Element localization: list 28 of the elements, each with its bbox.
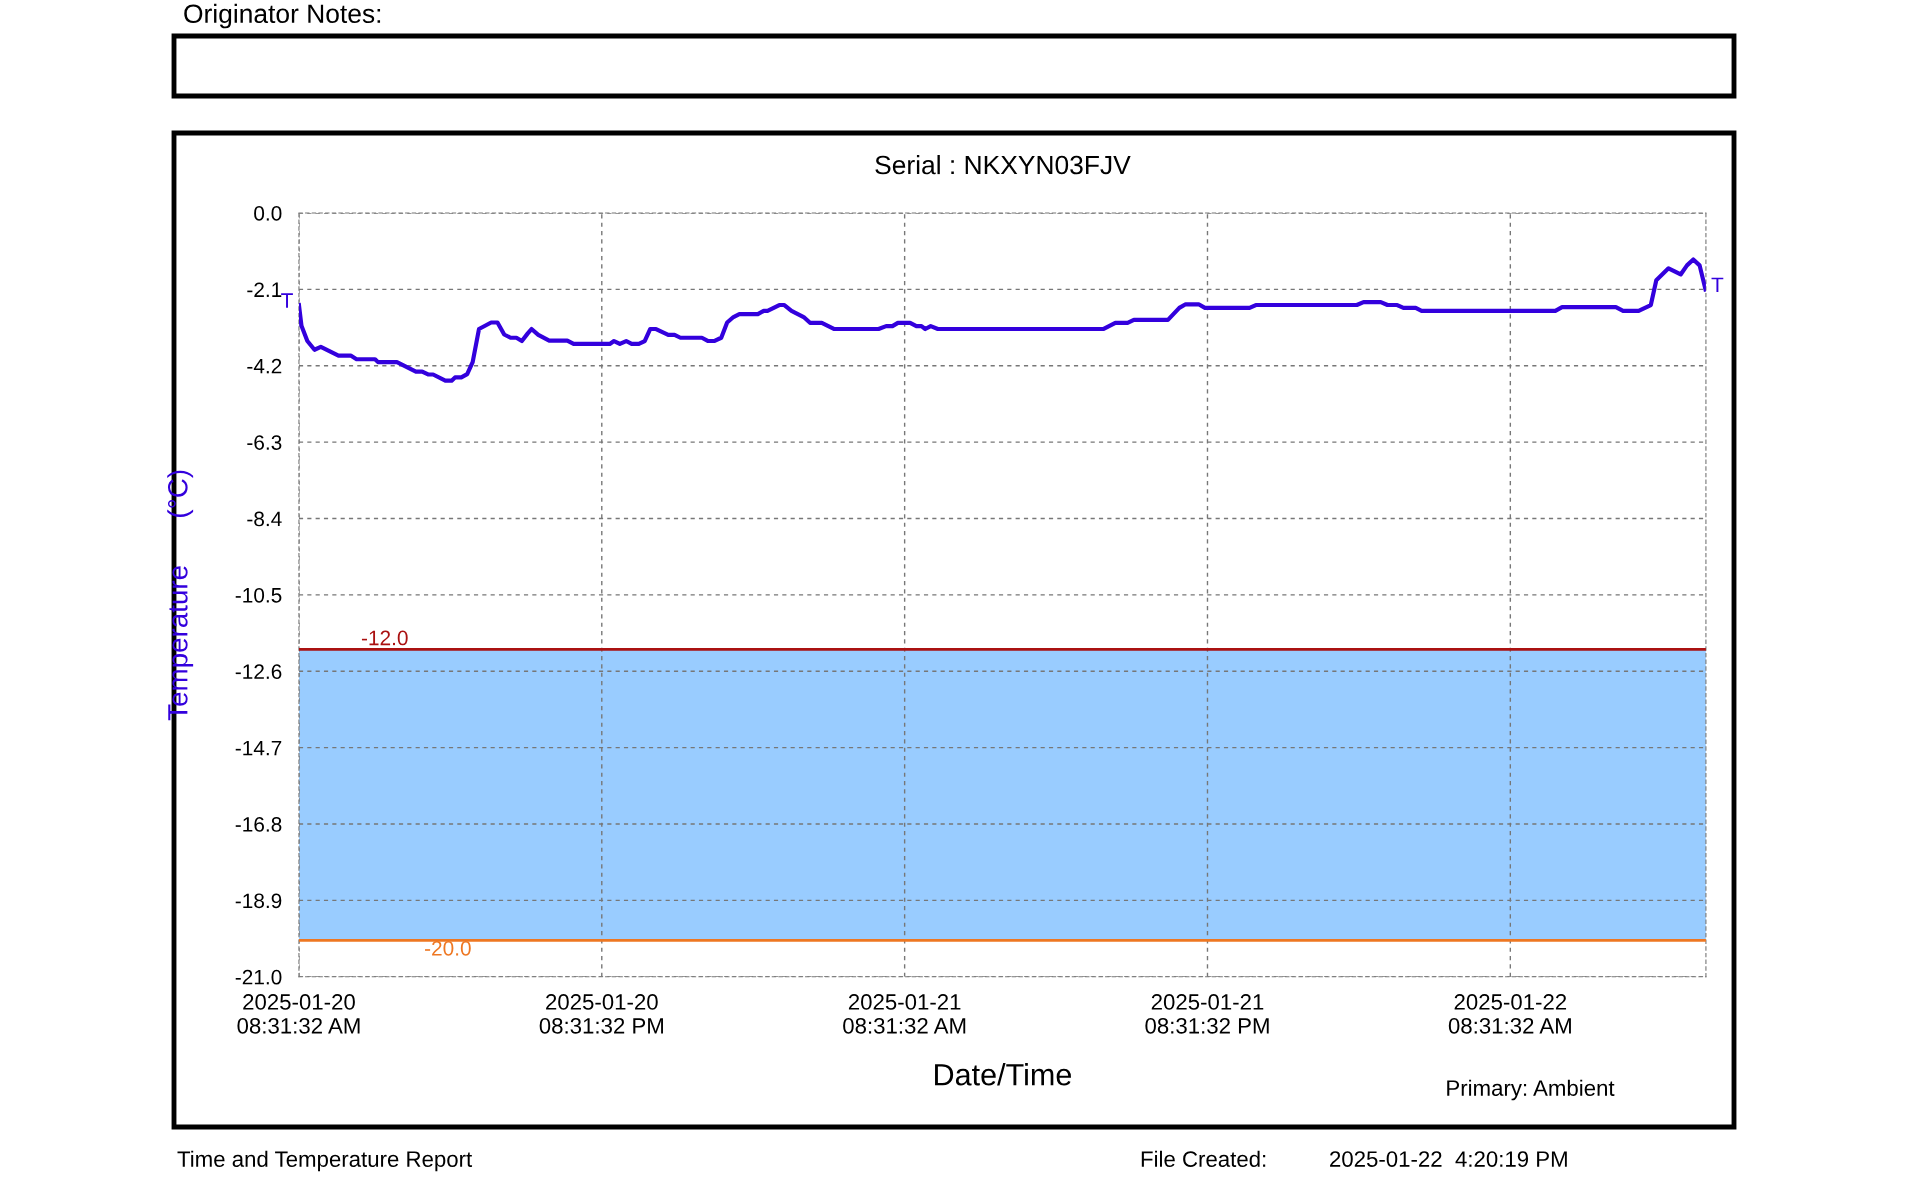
x-axis-title: Date/Time — [935, 1063, 1071, 1086]
y-tick-label: -8.4 — [247, 511, 282, 527]
x-tick-label: 2025-01-21 08:31:32 PM — [1145, 994, 1269, 1034]
y-tick-label: -4.2 — [247, 358, 282, 374]
y-tick-label: 0.0 — [254, 206, 282, 221]
text: Time and Temperature Report — [177, 1150, 473, 1172]
x-tick-label: 2025-01-21 08:31:32 AM — [843, 994, 966, 1034]
annotation: T — [1711, 277, 1724, 292]
y-tick-label: -18.9 — [235, 893, 282, 909]
y-tick-label: -2.1 — [247, 282, 282, 297]
text: File Created: 2025-01-22 4:20:19 PM — [1141, 1150, 1567, 1167]
chart-title: Serial : NKXYN03FJV — [875, 154, 1131, 175]
y-tick-label: -16.8 — [235, 817, 282, 832]
line-series — [298, 257, 1706, 383]
annotation: T — [281, 293, 293, 308]
x-tick-label: 2025-01-20 08:31:32 AM — [237, 994, 360, 1034]
text: Originator Notes: — [184, 3, 381, 29]
ref-line-label: -20.0 — [425, 940, 471, 956]
x-tick-label: 2025-01-20 08:31:32 PM — [539, 994, 663, 1034]
y-tick-label: -10.5 — [235, 587, 282, 603]
ref-line-label: -12.0 — [361, 630, 408, 646]
y-tick-label: -14.7 — [235, 740, 282, 756]
y-tick-label: -12.6 — [235, 664, 282, 680]
text: Primary: Ambient — [1447, 1079, 1615, 1101]
y-tick-label: -21.0 — [235, 969, 282, 985]
y-axis-title: Temperature (°C) — [167, 470, 194, 721]
x-tick-label: 2025-01-22 08:31:32 AM — [1448, 994, 1571, 1034]
y-tick-label: -6.3 — [247, 435, 282, 450]
